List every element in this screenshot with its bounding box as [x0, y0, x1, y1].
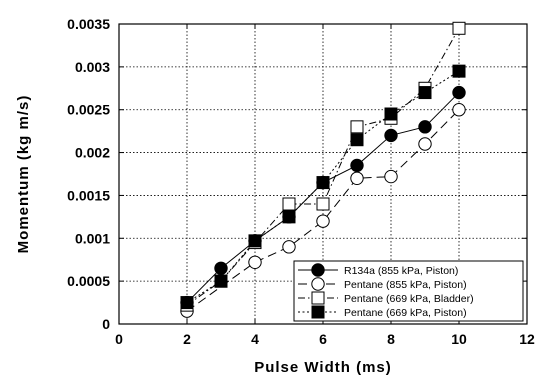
- data-point-s4: [350, 133, 364, 147]
- data-point-s2: [384, 169, 398, 184]
- data-point-s2: [248, 255, 262, 269]
- legend-entry-1: R134a (855 kPa, Piston): [344, 265, 458, 277]
- data-point-s2: [452, 103, 466, 117]
- tick-labels: 0 2 4 6 8 10 12 0 0.0005 0.001 0.0015 0.002 0.0025 0.…: [67, 16, 535, 347]
- legend-marker-4: [311, 305, 325, 319]
- data-point-s4: [214, 274, 228, 288]
- legend-marker-3: [311, 291, 325, 305]
- data-point-s4: [316, 176, 330, 190]
- y-tick-label: 0.0015: [67, 187, 110, 203]
- data-point-s2: [350, 171, 364, 185]
- data-point-s2: [282, 240, 296, 254]
- y-tick-label: 0.002: [75, 145, 110, 161]
- x-tick-label: 10: [451, 331, 467, 347]
- data-point-s1: [418, 120, 432, 134]
- data-point-s4: [248, 234, 262, 248]
- data-point-s1: [452, 85, 466, 100]
- data-point-s2: [418, 137, 432, 151]
- axes: [118, 23, 528, 325]
- series-line-4: [186, 70, 460, 303]
- data-point-s4: [180, 296, 194, 310]
- data-point-s4: [418, 86, 432, 100]
- data-point-s1: [350, 158, 364, 173]
- plot-area: [180, 21, 466, 318]
- x-tick-label: 0: [115, 331, 123, 347]
- legend-entry-4: Pentane (669 kPa, Piston): [344, 307, 467, 319]
- x-tick-label: 8: [387, 331, 395, 347]
- legend: R134a (855 kPa, Piston) Pentane (855 kPa,…: [293, 260, 524, 322]
- legend-box: [293, 260, 524, 322]
- data-point-s2: [316, 214, 330, 228]
- data-point-s1: [214, 261, 228, 275]
- data-point-s3: [350, 120, 364, 134]
- x-tick-label: 4: [251, 331, 259, 347]
- x-tick-label: 6: [319, 331, 327, 347]
- data-point-s3: [282, 197, 296, 211]
- legend-entry-3: Pentane (669 kPa, Bladder): [344, 293, 474, 305]
- y-tick-label: 0.0035: [67, 16, 110, 32]
- data-point-s3: [452, 21, 466, 35]
- data-point-s3: [316, 197, 330, 211]
- y-tick-label: 0.001: [75, 230, 110, 246]
- data-point-s4: [452, 64, 466, 78]
- x-tick-label: 2: [183, 331, 191, 347]
- legend-entry-2: Pentane (855 kPa, Piston): [344, 279, 467, 291]
- y-axis-title: Momentum (kg m/s): [15, 95, 32, 254]
- y-tick-label: 0.003: [75, 59, 110, 75]
- data-point-s1: [384, 128, 398, 143]
- x-tick-label: 12: [519, 331, 535, 347]
- legend-marker-2: [311, 277, 325, 291]
- y-tick-label: 0.0005: [67, 273, 110, 289]
- y-tick-label: 0: [102, 316, 110, 332]
- y-tick-label: 0.0025: [67, 102, 110, 118]
- legend-marker-1: [311, 263, 325, 277]
- data-point-s4: [282, 210, 296, 224]
- x-axis-title: Pulse Width (ms): [254, 359, 392, 376]
- data-point-s4: [384, 107, 398, 121]
